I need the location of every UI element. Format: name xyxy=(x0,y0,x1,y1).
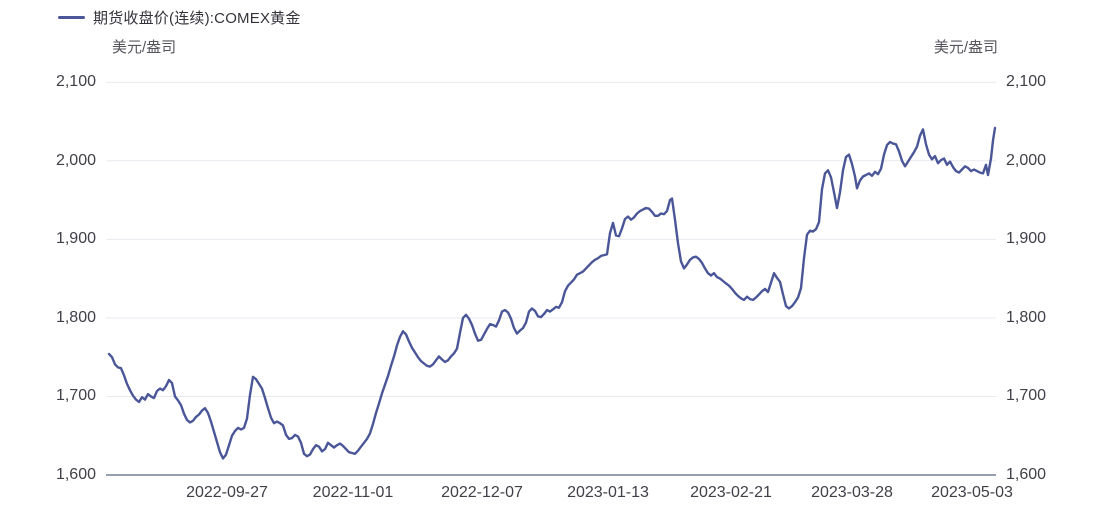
y-axis-unit-left: 美元/盎司 xyxy=(112,39,177,56)
legend-line-marker xyxy=(58,16,85,19)
x-axis-label: 2022-11-01 xyxy=(312,484,394,501)
y-axis-label-left: 2,100 xyxy=(55,73,96,91)
x-axis-label: 2023-05-03 xyxy=(931,484,1013,501)
y-axis-unit-right: 美元/盎司 xyxy=(933,39,998,56)
legend-label: 期货收盘价(连续):COMEX黄金 xyxy=(93,10,301,27)
y-axis-label-left: 1,800 xyxy=(55,308,96,326)
x-axis-label: 2023-01-13 xyxy=(567,484,649,501)
y-axis-label-right: 1,900 xyxy=(1006,230,1047,248)
y-axis-label-left: 1,700 xyxy=(55,387,96,405)
x-axis-label: 2023-02-21 xyxy=(690,484,772,501)
x-axis-label: 2023-03-28 xyxy=(811,484,893,501)
price-line-series xyxy=(107,126,997,460)
y-axis-label-left: 1,600 xyxy=(55,466,96,483)
y-axis-label-right: 2,000 xyxy=(1006,151,1047,169)
x-axis-label: 2022-12-07 xyxy=(441,484,523,501)
y-axis-label-right: 1,800 xyxy=(1006,308,1047,326)
y-axis-label-right: 1,600 xyxy=(1006,466,1047,483)
y-axis-label-right: 1,700 xyxy=(1006,387,1047,405)
x-axis-label: 2022-09-27 xyxy=(186,484,268,501)
y-axis-label-left: 2,000 xyxy=(55,151,96,169)
y-axis-label-left: 1,900 xyxy=(55,230,96,248)
y-axis-label-right: 2,100 xyxy=(1006,73,1047,91)
legend: 期货收盘价(连续):COMEX黄金 xyxy=(58,7,301,28)
